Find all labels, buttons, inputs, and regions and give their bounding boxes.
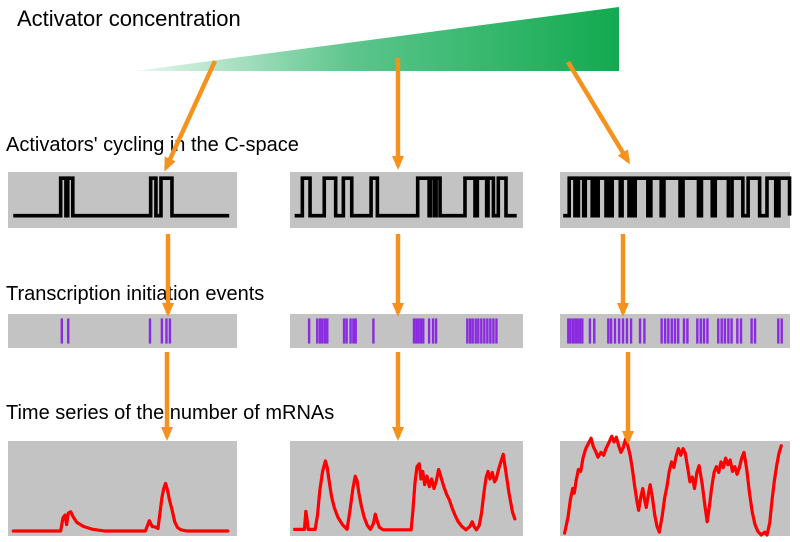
mrna-panel-high-concentration [560,441,790,536]
label-mrna-time-series: Time series of the number of mRNAs [6,402,335,424]
initiation-panel-mid-concentration [290,314,523,348]
mrna-panel-mid-concentration [290,441,523,536]
label-transcription-initiation: Transcription initiation events [6,283,265,305]
initiation-panel-high-concentration [560,314,790,348]
label-activators-cycling: Activators' cycling in the C-space [6,134,299,156]
initiation-panel-low-concentration [8,314,237,348]
title-activator-concentration: Activator concentration [17,6,241,31]
mrna-panel-low-concentration [8,441,237,536]
cycling-panel-mid-concentration [290,172,523,228]
cycling-panel-low-concentration [8,172,237,228]
cycling-panel-high-concentration [560,172,790,228]
